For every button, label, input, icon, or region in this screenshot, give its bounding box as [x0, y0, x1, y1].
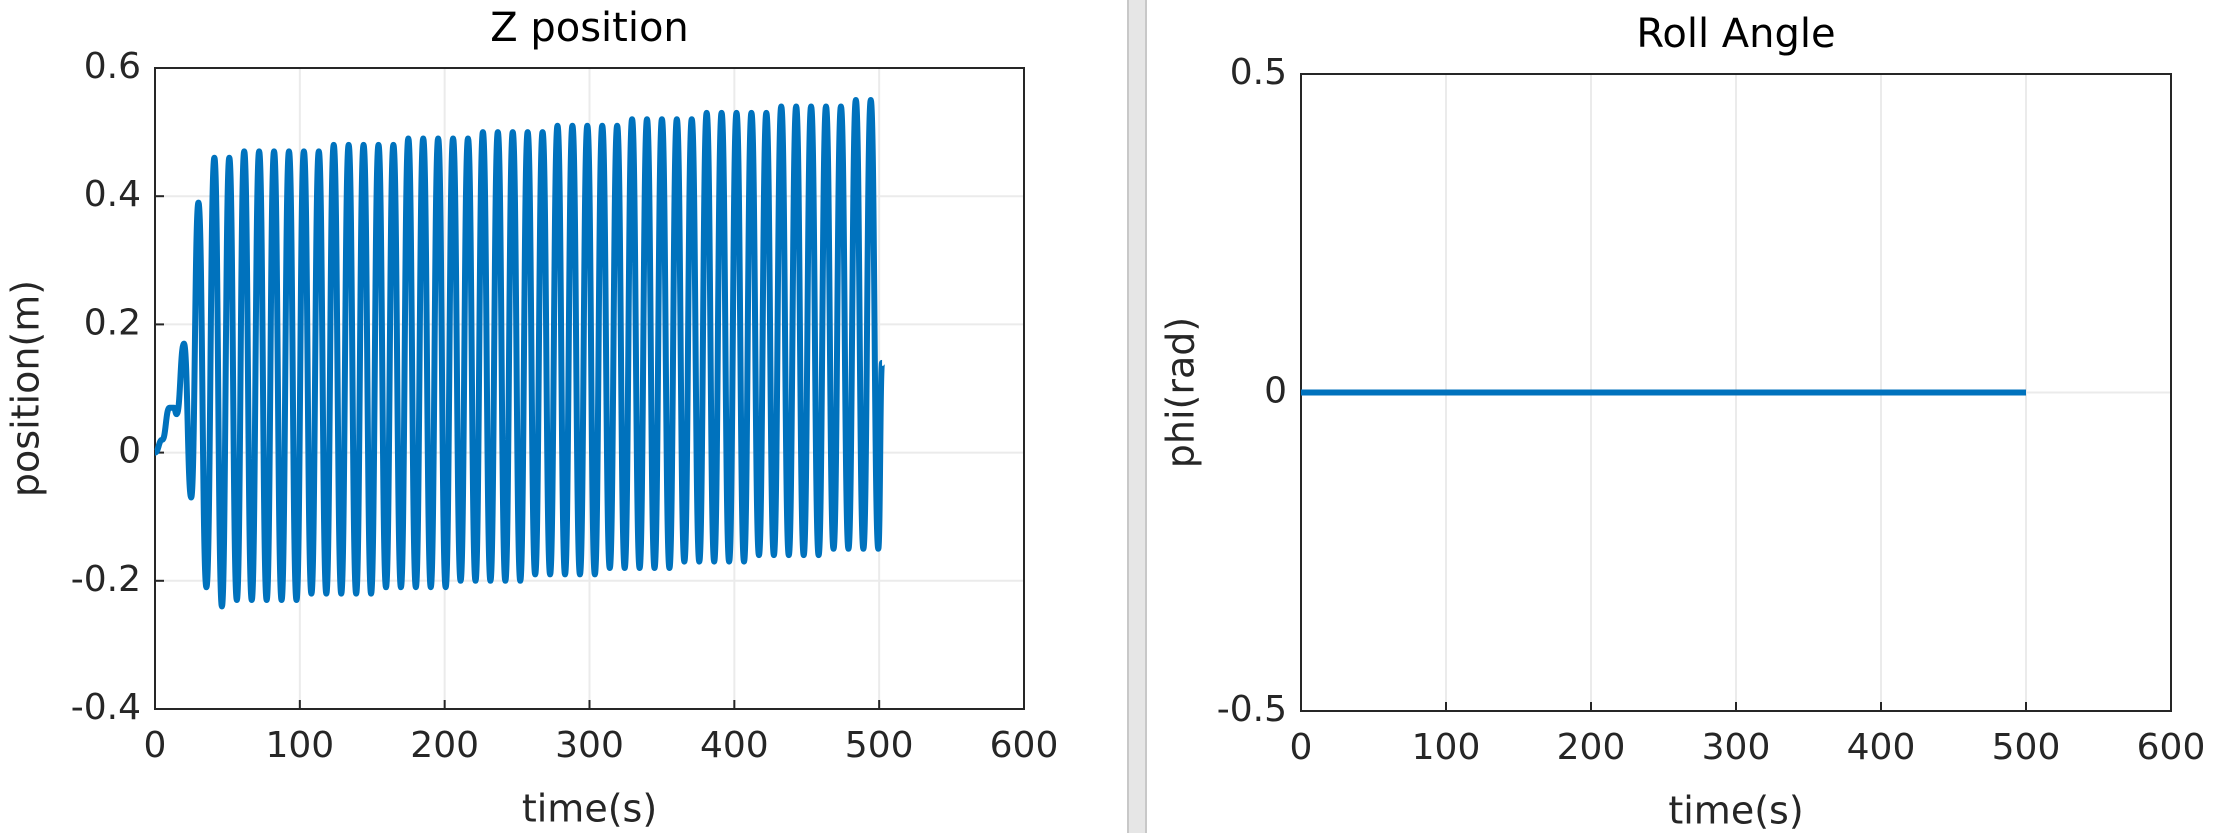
x-axis-label: time(s) — [522, 787, 657, 831]
x-tick-label: 100 — [1412, 727, 1481, 768]
axes-box — [154, 67, 1025, 710]
x-tick-label: 300 — [555, 725, 624, 766]
x-tick-label: 600 — [2137, 727, 2206, 768]
y-axis-label: phi(rad) — [1159, 317, 1203, 468]
y-axis-label: position(m) — [4, 280, 48, 497]
x-tick-label: 600 — [990, 725, 1059, 766]
y-tick-label: 0.5 — [1230, 52, 1287, 93]
x-axis-label: time(s) — [1668, 789, 1803, 833]
y-tick-label: -0.2 — [71, 559, 141, 600]
x-tick-label: 500 — [845, 725, 914, 766]
y-tick-label: -0.4 — [71, 687, 141, 728]
chart-title: Z position — [490, 5, 689, 51]
x-tick-label: 0 — [144, 725, 167, 766]
x-tick-label: 500 — [1992, 727, 2061, 768]
data-line — [153, 97, 886, 610]
y-tick-label: 0.2 — [84, 302, 141, 343]
y-tick-label: 0 — [118, 431, 141, 472]
y-tick-label: -0.5 — [1217, 689, 1287, 730]
x-tick-label: 400 — [1847, 727, 1916, 768]
x-tick-label: 200 — [410, 725, 479, 766]
x-tick-label: 400 — [700, 725, 769, 766]
y-tick-label: 0.6 — [84, 46, 141, 87]
x-tick-label: 100 — [265, 725, 334, 766]
x-tick-label: 200 — [1557, 727, 1626, 768]
x-tick-label: 0 — [1290, 727, 1313, 768]
y-tick-label: 0 — [1264, 371, 1287, 412]
y-tick-label: 0.4 — [84, 174, 141, 215]
divider — [1128, 0, 1146, 833]
x-tick-label: 300 — [1702, 727, 1771, 768]
chart-title: Roll Angle — [1636, 11, 1835, 57]
